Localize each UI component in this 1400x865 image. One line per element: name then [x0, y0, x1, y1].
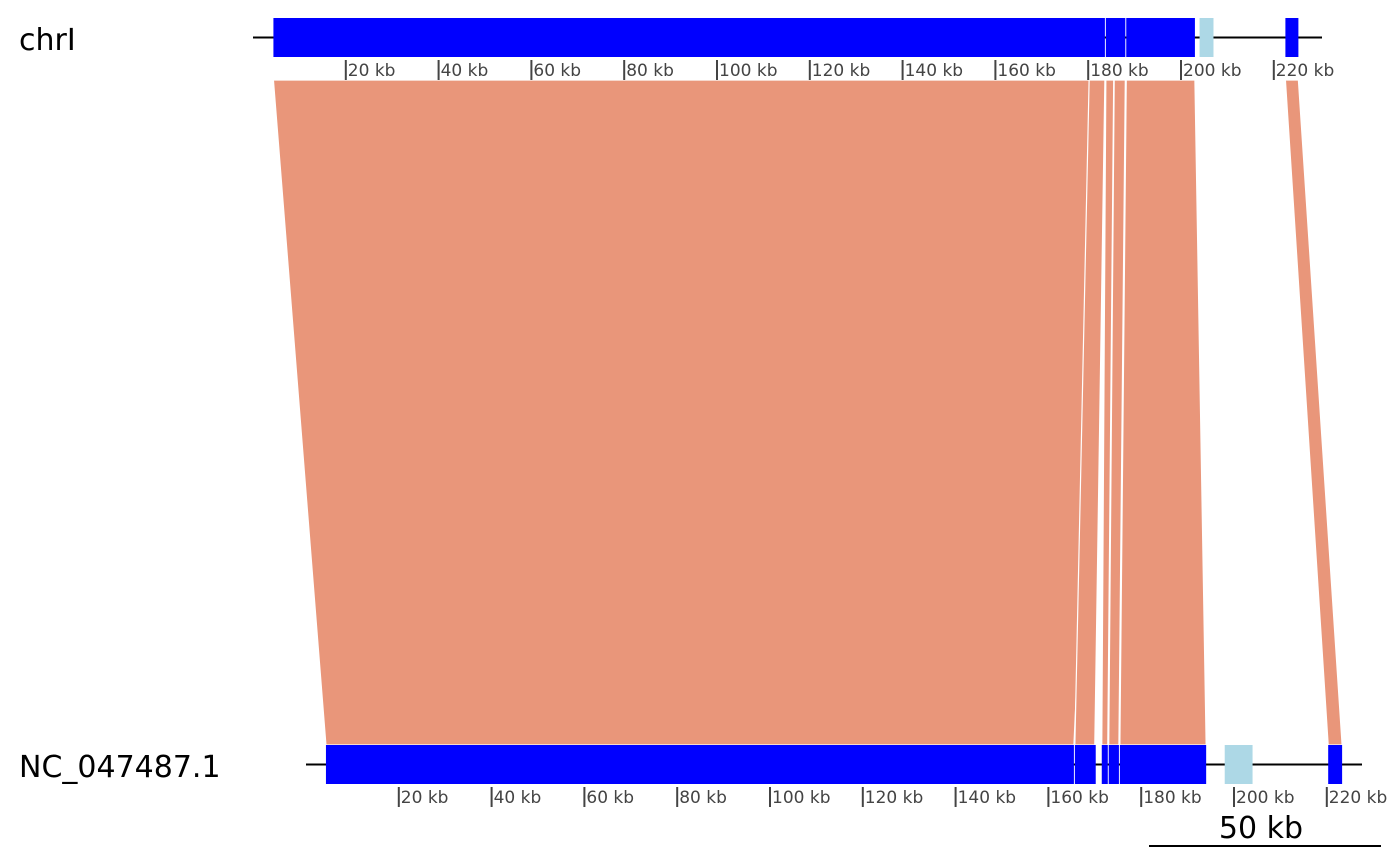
tick-label: 180 kb	[1143, 788, 1202, 808]
tick-label: 220 kb	[1276, 61, 1335, 81]
tick-label: 40 kb	[441, 61, 489, 81]
alignment-block-1	[1105, 18, 1126, 57]
tick-label: 220 kb	[1329, 788, 1388, 808]
tick-label: 200 kb	[1236, 788, 1295, 808]
tick-label: 60 kb	[533, 61, 581, 81]
tick-label: 120 kb	[865, 788, 924, 808]
tick-label: 60 kb	[586, 788, 634, 808]
track-NC_047487.1: NC_047487.1 20 kb 40 kb 60 kb 80 kb 100 kb 12…	[19, 745, 1387, 808]
tick-label: 20 kb	[348, 61, 396, 81]
alignment-block-4	[1285, 18, 1299, 57]
tick-label: 160 kb	[997, 61, 1056, 81]
alignment-block-4	[1119, 745, 1207, 784]
alignment-block-3	[1199, 18, 1214, 57]
tick-label: 140 kb	[905, 61, 964, 81]
tick-label: 180 kb	[1090, 61, 1149, 81]
alignment-block-0	[325, 745, 1074, 784]
tick-label: 80 kb	[679, 788, 727, 808]
tick-label: 100 kb	[772, 788, 831, 808]
synteny-link-4	[1119, 79, 1207, 746]
tick-label: 100 kb	[719, 61, 778, 81]
synteny-links	[272, 79, 1343, 746]
tick-label: 20 kb	[401, 788, 449, 808]
track-chrI: chrI 20 kb 40 kb 60 kb 80 kb 100 kb 120 kb 140…	[19, 18, 1334, 81]
synteny-link-5	[1284, 79, 1343, 746]
alignment-block-1	[1074, 745, 1096, 784]
alignment-block-5	[1224, 745, 1253, 784]
synteny-link-0	[272, 79, 1106, 746]
tick-label: 160 kb	[1050, 788, 1109, 808]
sequence-label-NC_047487.1: NC_047487.1	[19, 750, 221, 785]
alignment-block-0	[273, 18, 1105, 57]
tick-label: 40 kb	[494, 788, 542, 808]
tick-label: 80 kb	[626, 61, 674, 81]
tick-label: 120 kb	[812, 61, 871, 81]
alignment-block-6	[1328, 745, 1343, 784]
scale-bar: 50 kb	[1149, 811, 1381, 847]
scale-bar-label: 50 kb	[1219, 811, 1303, 846]
alignment-block-2	[1101, 745, 1108, 784]
sequence-label-chrI: chrI	[19, 23, 76, 58]
tick-label: 140 kb	[958, 788, 1017, 808]
alignment-block-2	[1126, 18, 1195, 57]
alignment-block-3	[1108, 745, 1119, 784]
tick-label: 200 kb	[1183, 61, 1242, 81]
